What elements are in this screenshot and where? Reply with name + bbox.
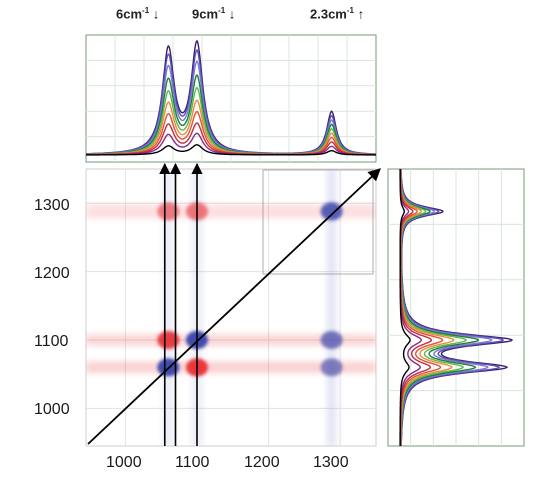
map-feature-7 — [157, 202, 180, 221]
diagonal-arrow — [87, 168, 381, 445]
inset-box — [262, 169, 374, 275]
map-feature-6 — [320, 358, 343, 377]
x-tick-label-1000: 1000 — [106, 454, 142, 471]
y-tick-label-1100: 1100 — [34, 333, 69, 350]
top-spectra-panel — [85, 34, 377, 163]
annotation-peak-3: 2.3cm-1 ↑ — [310, 6, 365, 22]
y-tick-label-1200: 1200 — [34, 265, 70, 282]
map-col-band-1288 — [326, 169, 337, 446]
top-series-line-9 — [86, 144, 376, 156]
x-tick-label-1200: 1200 — [244, 454, 280, 471]
y-tick-label-1300: 1300 — [34, 197, 70, 214]
y-tick-label-1000: 1000 — [34, 401, 70, 418]
right-series-line-9 — [399, 169, 411, 446]
x-tick-label-1300: 1300 — [313, 454, 349, 471]
map-feature-3 — [157, 330, 180, 349]
x-tick-label-1100: 1100 — [175, 454, 210, 471]
top-panel-grid — [86, 35, 376, 162]
guide-arrows — [159, 162, 203, 446]
annotation-peak-2: 9cm-1 ↓ — [192, 6, 236, 22]
right-spectra-panel — [387, 168, 525, 447]
correlation-map-panel — [85, 162, 381, 447]
map-feature-5 — [320, 330, 343, 349]
right-spectra-lines — [399, 169, 514, 446]
map-feature-4 — [320, 202, 343, 221]
top-spectra-lines — [86, 39, 376, 156]
map-features — [157, 202, 343, 377]
annotation-peak-1: 6cm-1 ↓ — [116, 6, 160, 22]
